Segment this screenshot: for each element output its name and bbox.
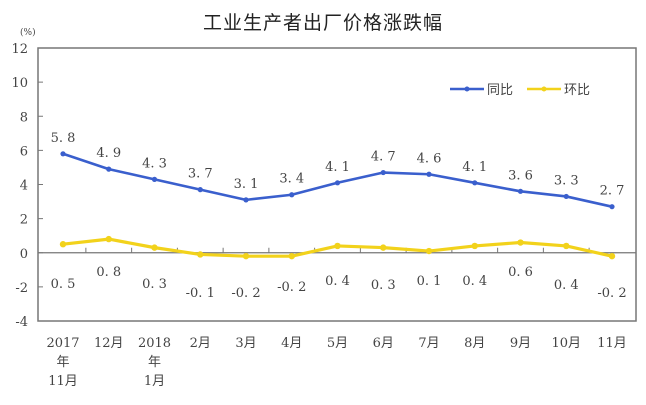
- data-label-yoy: 4. 1: [462, 160, 487, 175]
- data-label-mom: -0. 2: [231, 286, 260, 301]
- data-label-yoy: 4. 6: [417, 151, 442, 166]
- data-label-mom: 0. 4: [325, 274, 350, 289]
- data-point: [609, 204, 615, 210]
- data-label-yoy: 3. 3: [554, 173, 579, 188]
- data-label-yoy: 4. 1: [325, 160, 350, 175]
- data-point: [242, 252, 250, 260]
- data-point: [197, 187, 203, 193]
- data-label-yoy: 4. 9: [96, 146, 121, 161]
- data-point: [334, 242, 341, 250]
- data-label-mom: -0. 2: [597, 286, 626, 301]
- data-point: [289, 192, 295, 198]
- y-tick-label: -4: [15, 315, 28, 330]
- data-label-yoy: 2. 7: [600, 184, 625, 199]
- data-label-mom: 0. 8: [96, 265, 121, 280]
- data-label-yoy: 3. 7: [188, 167, 213, 182]
- data-point: [151, 176, 158, 182]
- series-yoy: [60, 151, 615, 210]
- data-point: [243, 197, 249, 203]
- data-label-mom: 0. 3: [142, 277, 167, 292]
- x-tick-label: 12月: [94, 336, 124, 351]
- data-point: [472, 180, 478, 186]
- x-tick-label: 2018: [138, 336, 171, 351]
- x-tick-label: 6月: [373, 336, 394, 351]
- x-tick-label: 年: [148, 355, 161, 370]
- x-tick-label: 3月: [235, 336, 256, 351]
- data-point: [563, 242, 570, 250]
- data-labels: 5. 8 4. 9 4. 3 3. 7 3. 1 3. 4 4. 1 4. 7 4. 6 4. 1…: [51, 131, 627, 301]
- data-point: [608, 252, 616, 260]
- y-tick-label: 12: [11, 42, 28, 57]
- data-point: [151, 244, 158, 251]
- data-label-mom: 0. 3: [371, 278, 396, 293]
- x-tick-label: 7月: [418, 336, 439, 351]
- data-label-mom: 0. 6: [508, 265, 533, 280]
- x-tick-label: 2017: [46, 336, 79, 351]
- data-point: [288, 252, 295, 260]
- data-label-mom: 0. 4: [462, 274, 487, 289]
- x-tick-label: 10月: [551, 336, 581, 351]
- data-point: [60, 151, 66, 157]
- data-point: [197, 251, 204, 258]
- x-tick-label: 5月: [327, 336, 348, 351]
- y-tick-label: -2: [15, 281, 28, 296]
- data-point: [380, 244, 387, 251]
- x-tick-label: 11月: [597, 336, 627, 351]
- data-point: [334, 180, 341, 186]
- x-tick-label: 8月: [464, 336, 485, 351]
- y-axis-unit: (%): [20, 28, 36, 38]
- data-point: [59, 241, 67, 248]
- data-label-mom: 0. 5: [51, 277, 76, 292]
- y-tick-label: 4: [20, 179, 28, 194]
- data-label-yoy: 4. 3: [142, 156, 167, 171]
- x-tick-label: 2月: [190, 336, 211, 351]
- data-point: [563, 193, 569, 200]
- data-label-yoy: 3. 6: [508, 168, 533, 183]
- data-label-yoy: 3. 4: [279, 172, 304, 187]
- data-label-mom: -0. 1: [186, 286, 215, 301]
- data-point: [426, 171, 432, 177]
- data-point: [105, 235, 112, 243]
- data-label-yoy: 3. 1: [234, 177, 259, 192]
- chart-title: 工业生产者出厂价格涨跌幅: [202, 12, 443, 34]
- data-label-mom: 0. 4: [554, 278, 579, 293]
- legend-item-mom: 环比: [527, 83, 590, 98]
- series-mom: [59, 235, 616, 260]
- y-tick-label: 8: [20, 110, 28, 125]
- x-axis-labels: 2017 年 11月 12月 2018 年 1月 2月 3月 4月 5月 6月 7月 8月 9月 10月 11月: [46, 336, 626, 389]
- x-tick-label: 9月: [510, 336, 531, 351]
- legend: 同比 环比: [450, 83, 590, 98]
- x-tick-label: 4月: [281, 336, 302, 351]
- data-point: [517, 239, 524, 246]
- y-tick-label: 0: [20, 247, 28, 262]
- legend-label: 环比: [564, 83, 590, 98]
- data-label-yoy: 5. 8: [51, 131, 76, 146]
- y-axis: 12 10 8 6 4 2 0 -2 -4: [11, 42, 43, 330]
- data-label-mom: 0. 1: [417, 274, 442, 289]
- data-point: [471, 242, 478, 250]
- data-label-mom: -0. 2: [277, 280, 306, 295]
- data-label-yoy: 4. 7: [371, 150, 396, 165]
- data-point: [380, 169, 386, 176]
- data-point: [106, 166, 112, 172]
- x-tick-label: 年: [56, 355, 69, 370]
- legend-item-yoy: 同比: [450, 83, 513, 98]
- x-tick-label: 11月: [48, 374, 78, 389]
- data-point: [517, 188, 524, 194]
- data-point: [425, 247, 433, 255]
- series-lines: [59, 151, 616, 260]
- y-tick-label: 2: [20, 213, 28, 228]
- x-tick-label: 1月: [144, 374, 165, 389]
- legend-label: 同比: [487, 83, 513, 98]
- y-tick-label: 10: [11, 76, 28, 91]
- y-tick-label: 6: [20, 144, 28, 159]
